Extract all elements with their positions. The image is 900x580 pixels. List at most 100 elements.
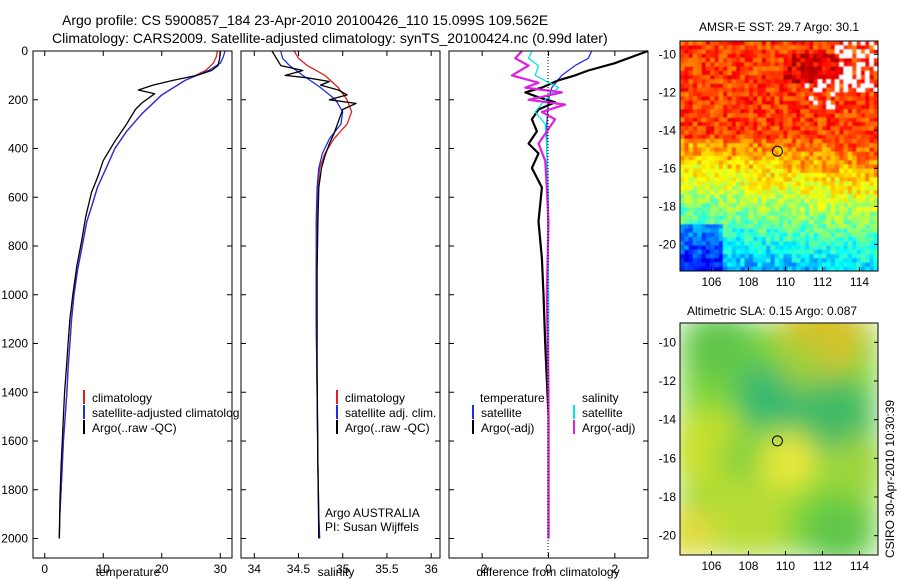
sst-cell	[873, 75, 878, 80]
sst-cell	[744, 190, 750, 195]
sst-cell	[800, 173, 806, 178]
series-line-salinity-1	[280, 50, 344, 539]
sst-cell	[787, 198, 793, 204]
sst-cell	[779, 130, 784, 136]
sst-cell	[735, 185, 741, 191]
sst-cell	[692, 224, 698, 230]
series-line-difference-3	[510, 50, 567, 539]
sst-cell	[753, 202, 759, 208]
sst-cell	[834, 83, 840, 89]
sst-cell	[826, 121, 832, 127]
sst-cell	[735, 143, 741, 149]
sst-cell	[843, 168, 849, 174]
sst-cell	[847, 58, 853, 63]
sst-cell	[748, 224, 754, 230]
sst-cell	[809, 160, 815, 166]
sst-cell	[714, 41, 720, 46]
sst-cell	[860, 49, 866, 55]
sst-cell	[748, 164, 754, 170]
sst-cell	[783, 83, 789, 89]
sst-cell	[865, 245, 870, 251]
sst-cell	[705, 224, 711, 230]
sst-cell	[757, 181, 763, 187]
sst-cell	[748, 207, 754, 212]
sla-axes-box	[679, 322, 879, 556]
sst-cell	[710, 160, 716, 166]
sst-cell	[809, 156, 815, 161]
sst-cell	[869, 198, 875, 204]
sst-cell	[809, 241, 815, 247]
sst-cell	[705, 87, 711, 93]
sst-cell	[843, 143, 849, 149]
sst-cell	[770, 41, 776, 46]
sst-cell	[680, 168, 685, 174]
sst-cell	[770, 117, 776, 123]
sst-cell	[791, 109, 797, 115]
sst-cell	[705, 143, 711, 149]
sst-cell	[748, 249, 754, 255]
sst-cell	[697, 130, 703, 136]
sst-cell	[740, 41, 746, 46]
sst-cell	[834, 96, 840, 102]
sst-cell	[757, 113, 763, 119]
sst-cell	[697, 62, 703, 68]
sst-cell	[817, 215, 823, 221]
sst-cell	[714, 126, 720, 132]
sst-cell	[692, 100, 698, 106]
sst-cell	[770, 49, 776, 55]
sst-cell	[761, 130, 767, 136]
sst-cell	[847, 130, 853, 136]
sst-cell	[748, 215, 754, 221]
latitude-tick-label: -20	[659, 529, 677, 543]
sst-cell	[822, 143, 827, 149]
sst-cell	[770, 224, 776, 230]
sst-cell	[774, 249, 780, 255]
sst-cell	[813, 173, 819, 178]
sst-cell	[770, 194, 776, 200]
sst-cell	[813, 249, 819, 255]
sst-cell	[718, 58, 724, 63]
sst-cell	[757, 266, 763, 271]
sst-cell	[822, 156, 827, 161]
sst-cell	[774, 45, 780, 51]
sst-cell	[804, 58, 810, 63]
sst-cell	[688, 151, 694, 157]
sst-cell	[779, 138, 784, 144]
sst-cell	[727, 245, 733, 251]
sst-cell	[847, 215, 853, 221]
sst-cell	[697, 190, 703, 195]
sst-cell	[688, 58, 694, 63]
sst-cell	[692, 143, 698, 149]
sst-cell	[796, 241, 802, 247]
sst-cell	[822, 49, 827, 55]
sst-cell	[705, 126, 711, 132]
sst-cell	[873, 147, 878, 153]
sst-cell	[839, 177, 845, 183]
sst-cell	[860, 53, 866, 59]
longitude-tick-label: 108	[738, 559, 758, 573]
sst-cell	[774, 70, 780, 76]
sst-cell	[865, 173, 870, 178]
sst-cell	[839, 130, 845, 136]
sst-cell	[809, 173, 815, 178]
sst-cell	[710, 156, 716, 161]
sst-cell	[817, 207, 823, 212]
sst-cell	[714, 266, 720, 271]
sst-cell	[865, 113, 870, 119]
sst-cell	[744, 224, 750, 230]
sst-cell	[865, 198, 870, 204]
sst-cell	[688, 198, 694, 204]
sst-cell	[852, 168, 858, 174]
sst-cell	[692, 151, 698, 157]
sst-cell	[809, 92, 815, 97]
sst-cell	[740, 104, 746, 110]
sst-cell	[735, 92, 741, 97]
sst-cell	[869, 147, 875, 153]
sst-cell	[740, 215, 746, 221]
sst-cell	[692, 258, 698, 264]
sst-cell	[735, 253, 741, 259]
sst-cell	[718, 92, 724, 97]
sst-cell	[873, 194, 878, 200]
sst-cell	[744, 41, 750, 46]
sst-cell	[856, 266, 862, 271]
